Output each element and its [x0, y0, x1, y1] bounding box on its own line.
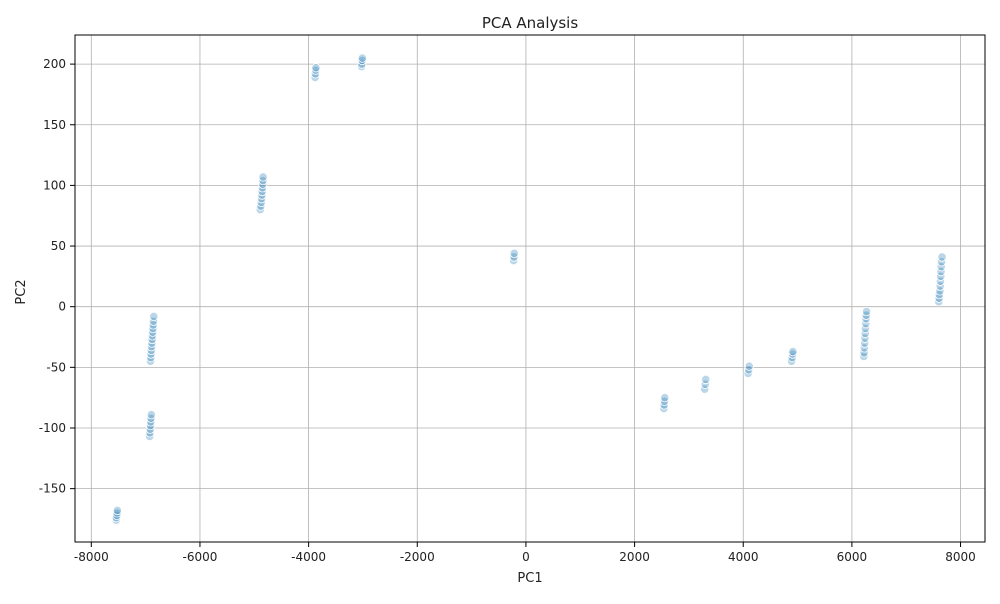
- data-point: [859, 343, 869, 353]
- plot-frame: [74, 34, 986, 543]
- data-point: [744, 361, 754, 371]
- y-tick-label: -100: [39, 421, 66, 435]
- data-point: [146, 417, 156, 427]
- data-point: [935, 281, 945, 291]
- data-point: [937, 252, 947, 262]
- data-point: [936, 266, 946, 277]
- data-point: [860, 323, 871, 334]
- data-point: [257, 183, 268, 193]
- data-point: [111, 515, 121, 525]
- data-point: [146, 345, 156, 355]
- x-tick-label: -6000: [183, 550, 218, 564]
- data-point: [861, 314, 871, 324]
- y-tick-label: -50: [46, 360, 66, 374]
- data-point: [257, 190, 267, 200]
- data-point: [145, 431, 155, 442]
- data-point: [258, 175, 268, 186]
- data-point: [860, 338, 870, 348]
- grid-layer: [75, 35, 985, 542]
- data-point: [145, 420, 156, 431]
- data-point: [659, 403, 669, 414]
- y-tick-label: 0: [58, 300, 66, 314]
- data-point: [145, 428, 155, 438]
- data-point: [258, 172, 268, 182]
- data-point: [509, 256, 519, 266]
- data-point: [860, 328, 870, 338]
- data-point: [112, 505, 122, 516]
- data-point: [147, 342, 157, 352]
- data-point: [255, 205, 265, 215]
- data-point: [934, 293, 944, 303]
- data-point: [146, 349, 156, 359]
- y-axis-label: PC2: [14, 279, 29, 304]
- data-point: [146, 353, 156, 363]
- data-point: [310, 72, 320, 83]
- x-tick-label: 0: [522, 550, 530, 564]
- data-point: [660, 393, 670, 403]
- data-point: [257, 194, 267, 204]
- data-point: [659, 400, 669, 410]
- data-point: [146, 410, 156, 420]
- data-point: [256, 197, 266, 207]
- y-tick-label: 50: [51, 239, 66, 253]
- data-point: [700, 379, 710, 389]
- data-point: [112, 510, 122, 520]
- data-point: [700, 384, 710, 394]
- data-point: [149, 311, 159, 321]
- data-point: [859, 348, 869, 358]
- data-point: [936, 262, 946, 272]
- ticks-layer: -8000 -6000 -4000 -2000 0 2000 4000 6000 8000-15…: [39, 57, 976, 564]
- data-point: [258, 179, 268, 189]
- data-point: [935, 286, 945, 296]
- data-point: [934, 297, 944, 307]
- data-point: [509, 252, 519, 262]
- data-point: [112, 508, 122, 518]
- data-point: [148, 327, 158, 337]
- data-point: [311, 65, 321, 75]
- y-tick-label: -150: [39, 482, 66, 496]
- data-point: [357, 55, 367, 66]
- data-point: [145, 356, 156, 366]
- x-tick-label: -8000: [74, 550, 109, 564]
- x-tick-label: -2000: [400, 550, 435, 564]
- x-axis-label: PC1: [517, 571, 542, 586]
- x-tick-label: 2000: [619, 550, 650, 564]
- data-point: [861, 306, 872, 317]
- x-tick-label: 6000: [837, 550, 868, 564]
- data-point: [257, 186, 267, 197]
- points-layer: [111, 53, 947, 525]
- data-point: [256, 201, 266, 211]
- data-point: [147, 338, 157, 348]
- x-tick-label: 4000: [728, 550, 759, 564]
- data-point: [145, 424, 155, 434]
- data-point: [860, 333, 870, 343]
- y-tick-label: 200: [43, 57, 66, 71]
- data-point: [148, 316, 159, 326]
- data-point: [935, 276, 946, 286]
- data-point: [786, 356, 797, 366]
- data-point: [936, 257, 947, 267]
- data-point: [788, 349, 798, 359]
- data-point: [147, 334, 157, 345]
- data-point: [148, 323, 158, 334]
- data-point: [311, 63, 321, 73]
- data-point: [744, 365, 754, 375]
- chart-title: PCA Analysis: [482, 14, 579, 32]
- data-point: [147, 331, 158, 341]
- y-tick-label: 150: [43, 118, 66, 132]
- data-point: [861, 310, 871, 320]
- x-tick-label: 8000: [945, 550, 976, 564]
- data-point: [743, 368, 753, 379]
- data-point: [357, 53, 367, 63]
- data-point: [788, 346, 798, 357]
- y-tick-label: 100: [43, 178, 66, 192]
- data-point: [936, 271, 946, 281]
- x-tick-label: -4000: [291, 550, 326, 564]
- data-point: [509, 248, 519, 258]
- data-point: [146, 413, 156, 423]
- data-point: [701, 374, 711, 385]
- data-point: [659, 396, 670, 406]
